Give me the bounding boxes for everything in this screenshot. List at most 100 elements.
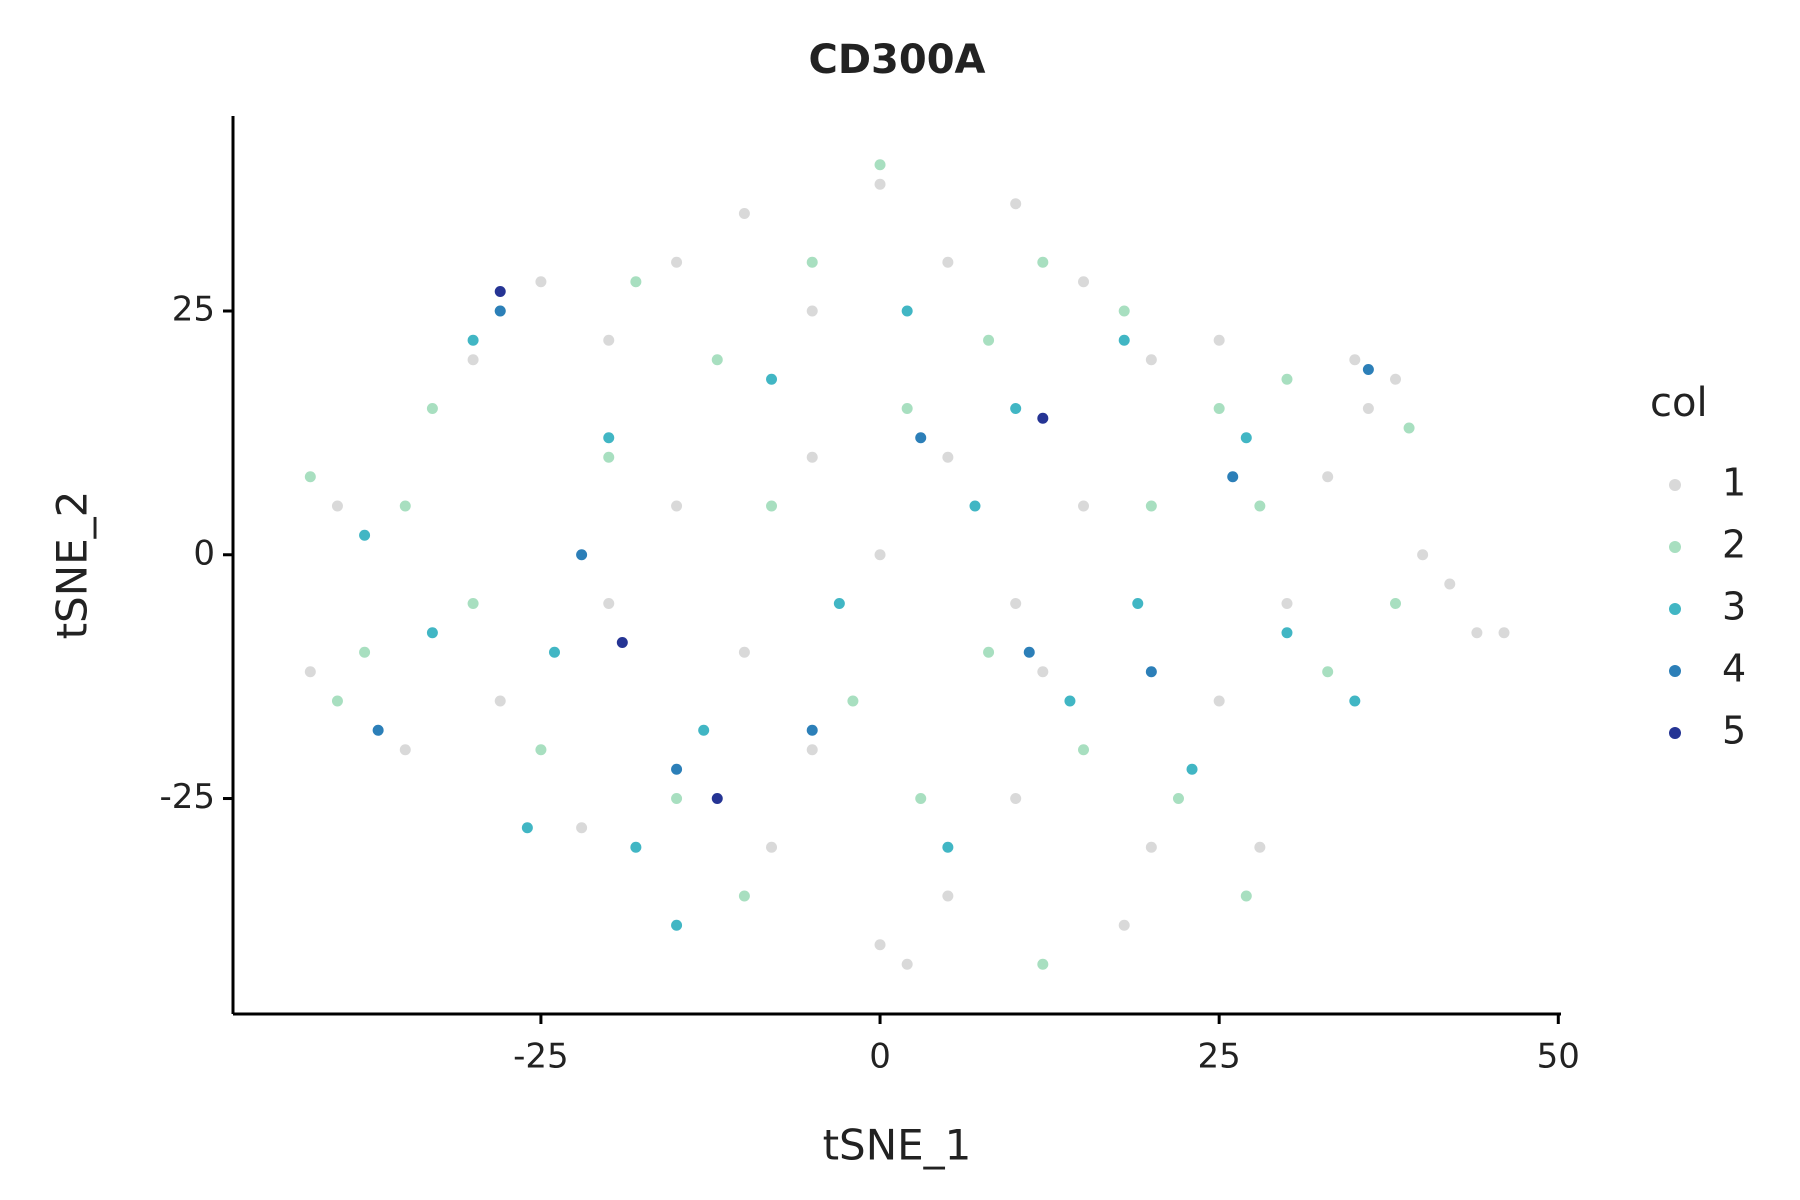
- point: [399, 744, 411, 756]
- point: [915, 432, 927, 444]
- point: [1227, 471, 1239, 483]
- point: [1145, 666, 1157, 678]
- point: [1213, 403, 1225, 415]
- point: [671, 919, 683, 931]
- point: [1010, 598, 1022, 610]
- point: [603, 451, 615, 463]
- point: [1078, 500, 1090, 512]
- point: [1186, 763, 1198, 775]
- x-tick-label: 0: [869, 1037, 891, 1077]
- point: [711, 354, 723, 366]
- point: [1322, 666, 1334, 678]
- legend-swatch: [1669, 603, 1681, 615]
- point: [1390, 373, 1402, 385]
- legend-swatch: [1669, 727, 1681, 739]
- point: [1078, 276, 1090, 288]
- point: [1118, 305, 1130, 317]
- point: [1403, 422, 1415, 434]
- point: [901, 305, 913, 317]
- chart-title: CD300A: [808, 37, 985, 83]
- point: [603, 598, 615, 610]
- point: [1132, 598, 1144, 610]
- legend-label: 2: [1722, 523, 1746, 567]
- point: [399, 500, 411, 512]
- point: [806, 451, 818, 463]
- x-tick-label: 50: [1537, 1037, 1580, 1077]
- point: [671, 500, 683, 512]
- legend-swatch: [1669, 665, 1681, 677]
- point: [806, 256, 818, 268]
- legend-label: 3: [1722, 585, 1746, 629]
- point: [467, 334, 479, 346]
- point: [1213, 334, 1225, 346]
- point: [1064, 695, 1076, 707]
- y-tick-label: -25: [159, 777, 215, 817]
- point: [1037, 666, 1049, 678]
- point: [766, 500, 778, 512]
- point: [847, 695, 859, 707]
- point: [1281, 373, 1293, 385]
- point: [874, 178, 886, 190]
- point: [616, 637, 628, 649]
- point: [1118, 334, 1130, 346]
- point: [603, 432, 615, 444]
- point: [738, 646, 750, 658]
- point: [766, 841, 778, 853]
- point: [1118, 919, 1130, 931]
- point: [698, 724, 710, 736]
- point: [1281, 627, 1293, 639]
- point: [535, 276, 547, 288]
- point: [1417, 549, 1429, 561]
- point: [1078, 744, 1090, 756]
- point: [1172, 793, 1184, 805]
- y-axis-label: tSNE_2: [48, 491, 97, 640]
- point: [426, 403, 438, 415]
- point: [630, 276, 642, 288]
- point: [766, 373, 778, 385]
- point: [1037, 256, 1049, 268]
- point: [1254, 841, 1266, 853]
- point: [901, 958, 913, 970]
- legend-label: 4: [1722, 647, 1746, 691]
- point: [1362, 403, 1374, 415]
- legend-swatch: [1669, 541, 1681, 553]
- point: [806, 744, 818, 756]
- point: [1010, 793, 1022, 805]
- legend-label: 5: [1722, 709, 1746, 753]
- point: [521, 822, 533, 834]
- point: [671, 763, 683, 775]
- point: [1322, 471, 1334, 483]
- point: [576, 822, 588, 834]
- point: [738, 890, 750, 902]
- point: [1349, 354, 1361, 366]
- point: [1471, 627, 1483, 639]
- point: [603, 334, 615, 346]
- point: [1037, 958, 1049, 970]
- point: [1145, 841, 1157, 853]
- point: [1444, 578, 1456, 590]
- point: [467, 354, 479, 366]
- point: [671, 793, 683, 805]
- point: [372, 724, 384, 736]
- point: [331, 500, 343, 512]
- point: [1010, 403, 1022, 415]
- point: [467, 598, 479, 610]
- x-axis-label: tSNE_1: [823, 1121, 972, 1170]
- point: [331, 695, 343, 707]
- point: [806, 305, 818, 317]
- point: [671, 256, 683, 268]
- point: [983, 646, 995, 658]
- point: [494, 695, 506, 707]
- point: [833, 598, 845, 610]
- point: [1213, 695, 1225, 707]
- point: [942, 841, 954, 853]
- point: [983, 334, 995, 346]
- point: [942, 890, 954, 902]
- point: [1390, 598, 1402, 610]
- point: [548, 646, 560, 658]
- point: [915, 793, 927, 805]
- point: [576, 549, 588, 561]
- point: [1145, 354, 1157, 366]
- point: [359, 646, 371, 658]
